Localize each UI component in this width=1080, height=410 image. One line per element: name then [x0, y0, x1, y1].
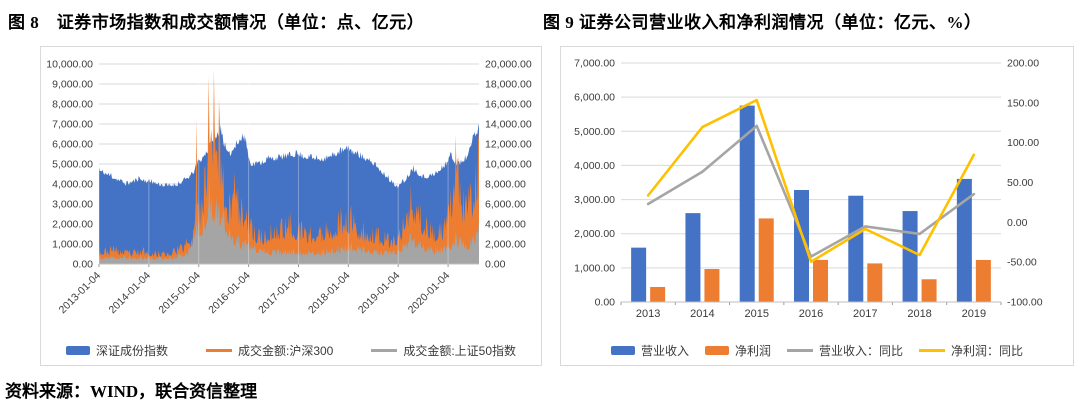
svg-text:200.00: 200.00: [1007, 58, 1039, 70]
svg-text:6,000.00: 6,000.00: [485, 199, 526, 211]
legend-bar-swatch: [65, 345, 90, 355]
svg-text:2019: 2019: [962, 308, 986, 320]
svg-text:3,000.00: 3,000.00: [574, 194, 615, 206]
source-note: 资料来源：WIND，联合资信整理: [5, 382, 258, 401]
svg-text:2,000.00: 2,000.00: [574, 228, 615, 240]
svg-text:4,000.00: 4,000.00: [574, 160, 615, 172]
figure9-legend: 营业收入 净利润 营业收入：同比 净利润：同比: [561, 342, 1073, 358]
svg-text:0.00: 0.00: [73, 259, 94, 271]
svg-text:10,000.00: 10,000.00: [485, 159, 532, 171]
figure8-chart-panel: 10,000.00 20,000.00 9,000.00 18,000.00 8,000…: [40, 46, 542, 366]
svg-text:2016-01-04: 2016-01-04: [206, 270, 253, 317]
figure8-legend: 深证成份指数 成交金额:沪深300 成交金额:上证50指数: [41, 342, 541, 358]
figure9-chart-panel: 7,000.00 6,000.00 5,000.00 4,000.00 3,000.00…: [560, 46, 1074, 366]
svg-text:2,000.00: 2,000.00: [52, 219, 93, 231]
svg-text:12,000.00: 12,000.00: [485, 139, 532, 151]
svg-text:0.00: 0.00: [595, 297, 616, 309]
svg-text:2018-01-04: 2018-01-04: [306, 270, 353, 317]
legend-item-3: 成交金额:上证50指数: [371, 342, 516, 359]
legend-line-swatch: [205, 348, 232, 352]
legend-line-swatch: [371, 348, 398, 352]
legend-label: 净利润：同比: [951, 343, 1024, 358]
legend-label: 成交金额:沪深300: [237, 343, 334, 358]
figure9-title: 图 9 证券公司营业收入和净利润情况（单位：亿元、%）: [543, 13, 982, 32]
svg-text:2,000.00: 2,000.00: [485, 239, 526, 251]
legend-item-3: 营业收入：同比: [787, 342, 903, 359]
svg-text:2016: 2016: [799, 308, 823, 320]
svg-text:9,000.00: 9,000.00: [52, 79, 93, 91]
legend-line-swatch: [787, 348, 813, 352]
legend-label: 净利润: [734, 343, 771, 358]
svg-text:2013: 2013: [636, 308, 660, 320]
legend-item-1: 深证成份指数: [65, 342, 168, 359]
legend-item-2: 成交金额:沪深300: [205, 342, 334, 359]
svg-text:4,000.00: 4,000.00: [485, 219, 526, 231]
legend-label: 营业收入: [640, 343, 689, 358]
svg-text:7,000.00: 7,000.00: [52, 119, 93, 131]
svg-text:2015: 2015: [744, 308, 768, 320]
svg-text:8,000.00: 8,000.00: [485, 179, 526, 191]
svg-text:18,000.00: 18,000.00: [485, 79, 532, 91]
legend-item-2: 净利润: [704, 342, 771, 359]
svg-text:8,000.00: 8,000.00: [52, 99, 93, 111]
svg-text:16,000.00: 16,000.00: [485, 99, 532, 111]
svg-text:0.00: 0.00: [1007, 217, 1028, 229]
svg-text:2014: 2014: [690, 308, 714, 320]
svg-text:2017-01-04: 2017-01-04: [256, 270, 303, 317]
figure8-title: 图 8 证券市场指数和成交额情况（单位：点、亿元）: [8, 13, 425, 32]
legend-bar-swatch: [610, 345, 635, 355]
svg-text:3,000.00: 3,000.00: [52, 199, 93, 211]
svg-text:2013-01-04: 2013-01-04: [57, 270, 104, 317]
legend-label: 深证成份指数: [95, 343, 168, 358]
svg-text:4,000.00: 4,000.00: [52, 179, 93, 191]
svg-text:6,000.00: 6,000.00: [574, 92, 615, 104]
svg-text:150.00: 150.00: [1007, 97, 1039, 109]
svg-text:7,000.00: 7,000.00: [574, 58, 615, 70]
svg-text:-100.00: -100.00: [1007, 297, 1043, 309]
figure8-chart-canvas: 10,000.00 20,000.00 9,000.00 18,000.00 8,000…: [46, 59, 532, 317]
legend-label: 营业收入：同比: [819, 343, 904, 358]
svg-text:0.00: 0.00: [485, 259, 506, 271]
svg-text:2019-01-04: 2019-01-04: [356, 270, 403, 317]
svg-text:2020-01-04: 2020-01-04: [406, 270, 453, 317]
svg-text:2015-01-04: 2015-01-04: [156, 270, 203, 317]
svg-text:2018: 2018: [907, 308, 931, 320]
legend-label: 成交金额:上证50指数: [403, 343, 517, 358]
svg-text:2017: 2017: [853, 308, 877, 320]
svg-text:100.00: 100.00: [1007, 137, 1039, 149]
legend-item-1: 营业收入: [610, 342, 689, 359]
svg-text:-50.00: -50.00: [1007, 257, 1037, 269]
svg-text:1,000.00: 1,000.00: [52, 239, 93, 251]
svg-text:10,000.00: 10,000.00: [46, 59, 93, 71]
svg-text:50.00: 50.00: [1007, 177, 1033, 189]
svg-text:1,000.00: 1,000.00: [574, 262, 615, 274]
svg-text:5,000.00: 5,000.00: [574, 126, 615, 138]
legend-bar-swatch: [704, 345, 729, 355]
svg-text:5,000.00: 5,000.00: [52, 159, 93, 171]
svg-text:20,000.00: 20,000.00: [485, 59, 532, 71]
svg-text:2014-01-04: 2014-01-04: [107, 270, 154, 317]
svg-text:6,000.00: 6,000.00: [52, 139, 93, 151]
figure9-chart-canvas: 7,000.00 6,000.00 5,000.00 4,000.00 3,000.00…: [574, 58, 1043, 321]
legend-line-swatch: [919, 348, 946, 352]
svg-text:14,000.00: 14,000.00: [485, 119, 532, 131]
legend-item-4: 净利润：同比: [919, 342, 1023, 359]
